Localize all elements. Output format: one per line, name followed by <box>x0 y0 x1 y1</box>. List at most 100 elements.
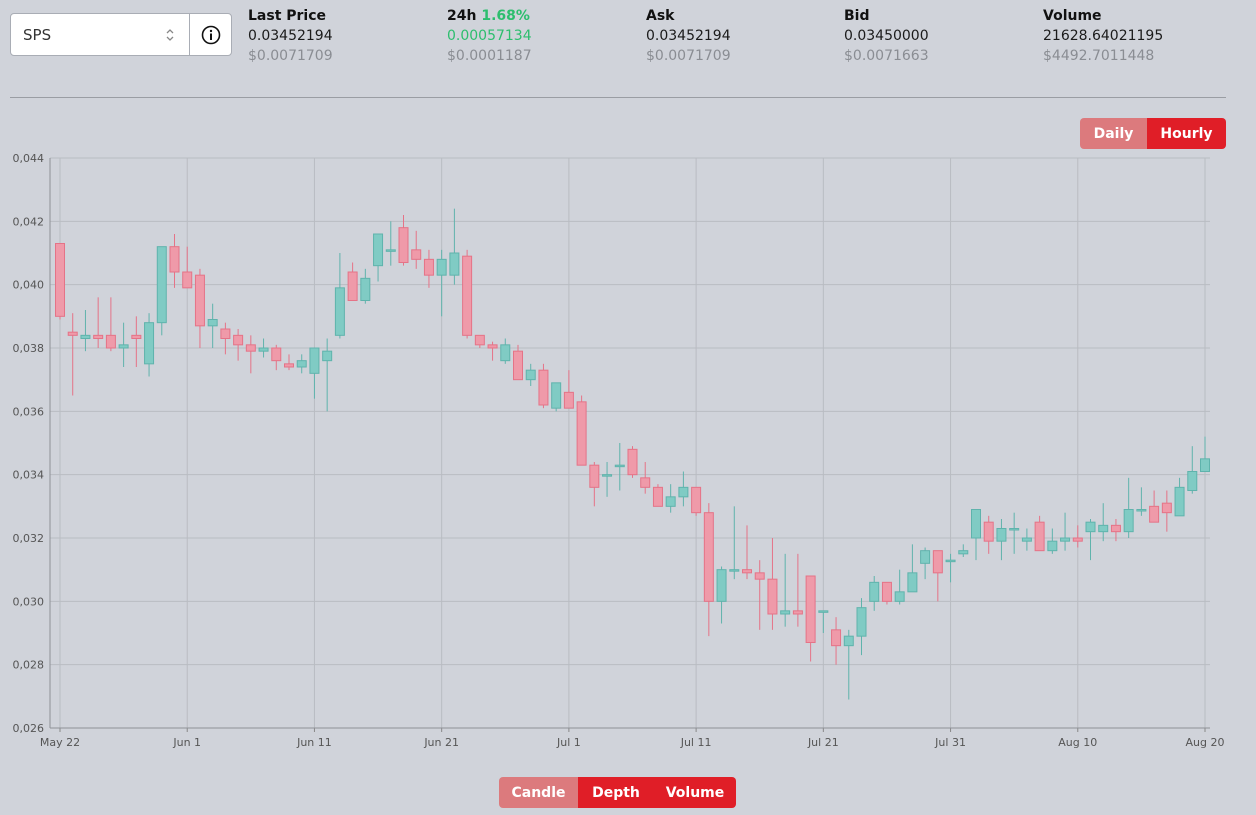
candle-body <box>118 344 129 349</box>
candle-body <box>131 334 142 339</box>
candle-body <box>182 271 193 289</box>
stat-volume: Volume 21628.64021195 $4492.7011448 <box>1043 6 1163 66</box>
candle-body <box>1161 502 1172 514</box>
candle-body <box>385 249 396 252</box>
candle-body <box>347 271 358 301</box>
candle-body <box>80 334 91 339</box>
candle-body <box>729 569 740 572</box>
change-24h-label: 24h <box>447 8 477 24</box>
stat-last-price: Last Price 0.03452194 $0.0071709 <box>248 6 333 66</box>
candle-body <box>55 243 65 317</box>
candle-body <box>360 277 371 301</box>
candle-body <box>1047 540 1058 552</box>
change-24h-usd: $0.0001187 <box>447 48 532 64</box>
candle-body <box>258 347 269 352</box>
candle-body <box>500 344 511 362</box>
x-tick-label: Jul 31 <box>934 736 966 749</box>
view-toggle: Candle Depth Volume <box>499 777 736 808</box>
volume-button[interactable]: Volume <box>654 777 736 808</box>
candle-body <box>640 477 651 488</box>
ask-usd: $0.0071709 <box>646 48 731 64</box>
candle-body <box>449 252 460 276</box>
candle-body <box>932 550 943 574</box>
candle-body <box>411 249 422 260</box>
x-tick-label: Jul 21 <box>807 736 839 749</box>
candle-body <box>156 246 167 324</box>
candle-body <box>207 319 218 327</box>
candle-body <box>1021 537 1032 542</box>
change-24h-value: 0.00057134 <box>447 28 532 44</box>
pair-selector[interactable]: SPS <box>10 13 232 56</box>
x-tick-label: Jun 21 <box>423 736 459 749</box>
volume-label: Volume <box>1043 8 1102 24</box>
candle-body <box>691 486 702 514</box>
candle-body <box>1149 505 1160 523</box>
candle-body <box>805 575 816 643</box>
candle-body <box>1072 537 1083 542</box>
x-tick-label: Aug 10 <box>1058 736 1097 749</box>
candle-body <box>220 328 231 339</box>
header-divider <box>10 97 1226 98</box>
candle-body <box>105 334 116 349</box>
info-icon <box>201 25 220 44</box>
candle-body <box>322 350 333 362</box>
candle-body <box>1187 471 1198 491</box>
candle-body <box>1085 521 1096 533</box>
chevron-up-down-icon <box>166 28 174 41</box>
candle-body <box>1174 486 1185 517</box>
last-price-value: 0.03452194 <box>248 28 333 44</box>
candle-body <box>563 391 574 409</box>
candle-body <box>93 334 104 339</box>
x-tick-label: Jun 1 <box>172 736 201 749</box>
x-tick-label: Jul 1 <box>556 736 581 749</box>
last-price-usd: $0.0071709 <box>248 48 333 64</box>
candle-body <box>1123 509 1134 533</box>
y-tick-label: 0,026 <box>13 722 45 735</box>
candle-body <box>652 486 663 507</box>
stat-bid: Bid 0.03450000 $0.0071663 <box>844 6 929 66</box>
x-tick-label: Jul 11 <box>680 736 712 749</box>
candle-body <box>373 233 384 267</box>
candle-body <box>920 550 931 564</box>
candle-body <box>169 246 180 273</box>
candle-body <box>1034 521 1045 552</box>
candle-body <box>194 274 205 327</box>
candle-body <box>513 350 523 381</box>
candle-body <box>436 258 447 276</box>
depth-button[interactable]: Depth <box>578 777 654 808</box>
hourly-button[interactable]: Hourly <box>1147 118 1226 149</box>
candle-body <box>67 331 78 336</box>
candle-body <box>983 521 994 542</box>
y-tick-label: 0,038 <box>13 342 45 355</box>
candle-body <box>716 569 727 602</box>
candle-body <box>843 635 854 647</box>
candle-body <box>245 344 256 352</box>
candle-body <box>907 572 918 593</box>
y-tick-label: 0,040 <box>13 279 45 292</box>
candle-body <box>487 344 498 349</box>
y-tick-label: 0,042 <box>13 215 45 228</box>
candle-body <box>627 448 638 476</box>
candle-body <box>284 363 294 368</box>
candle-body <box>1060 537 1071 542</box>
last-price-label: Last Price <box>248 8 327 24</box>
candle-body <box>945 559 956 563</box>
ask-label: Ask <box>646 8 675 24</box>
change-24h-pct: 1.68% <box>481 8 530 24</box>
pair-select[interactable]: SPS <box>11 14 190 55</box>
y-tick-label: 0,032 <box>13 532 45 545</box>
volume-value: 21628.64021195 <box>1043 28 1164 44</box>
candle-body <box>614 464 625 468</box>
daily-button[interactable]: Daily <box>1080 118 1147 149</box>
info-button[interactable] <box>190 14 231 55</box>
candle-body <box>1009 528 1020 531</box>
candle-body <box>1110 524 1121 533</box>
volume-usd: $4492.7011448 <box>1043 48 1155 64</box>
bid-value: 0.03450000 <box>844 28 929 44</box>
candle-body <box>996 528 1007 542</box>
candle-body <box>792 610 803 615</box>
candle-button[interactable]: Candle <box>499 777 578 808</box>
candle-body <box>334 287 345 336</box>
ask-value: 0.03452194 <box>646 28 731 44</box>
candle-body <box>551 382 562 409</box>
